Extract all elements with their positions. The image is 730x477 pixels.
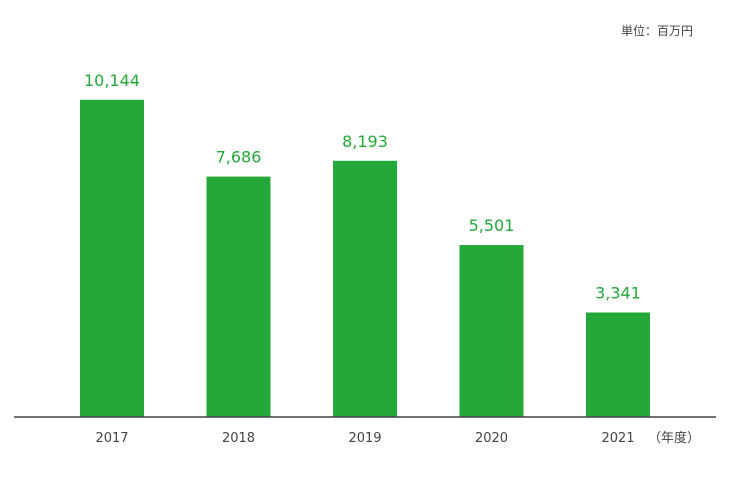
bar-2019 bbox=[333, 160, 397, 418]
value-label-2019: 8,193 bbox=[342, 132, 388, 151]
unit-label: 単位：百万円 bbox=[621, 23, 693, 38]
value-label-2020: 5,501 bbox=[469, 216, 515, 235]
x-tick-label-2018: 2018 bbox=[222, 431, 255, 446]
x-tick-label-2020: 2020 bbox=[475, 431, 508, 446]
bar-2018 bbox=[206, 176, 271, 417]
x-tick-label-2021: 2021 bbox=[601, 431, 634, 446]
bar-2020 bbox=[459, 245, 524, 417]
x-axis-label: （年度） bbox=[648, 430, 700, 446]
value-label-2018: 7,686 bbox=[216, 148, 262, 167]
value-label-2017: 10,144 bbox=[84, 71, 140, 90]
bars-layer bbox=[80, 99, 650, 418]
tick-labels-layer: 2017 2018 2019 2020 2021 bbox=[95, 431, 634, 446]
value-label-2021: 3,341 bbox=[595, 284, 641, 303]
bar-2017 bbox=[80, 99, 144, 418]
value-labels-layer: 10,144 7,686 8,193 5,501 3,341 bbox=[84, 71, 641, 303]
x-tick-label-2019: 2019 bbox=[348, 431, 381, 446]
x-tick-label-2017: 2017 bbox=[95, 431, 128, 446]
bar-2021 bbox=[586, 312, 650, 417]
